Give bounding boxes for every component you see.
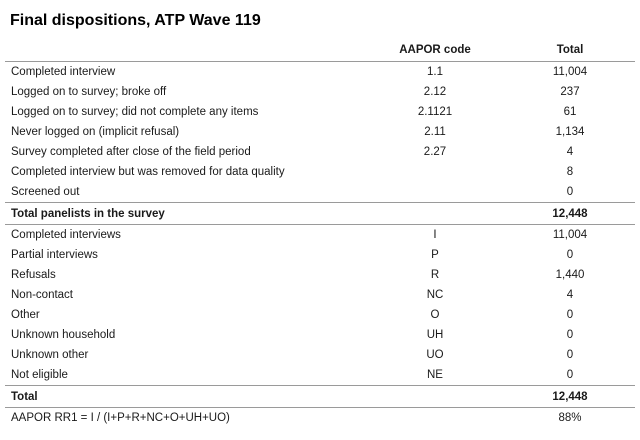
total-value: 12,448 <box>505 385 635 408</box>
response-rate-row: AAPOR RR1 = I / (I+P+R+NC+O+UH+UO) 88% <box>5 407 635 428</box>
row-total: 0 <box>566 349 574 361</box>
row-code: O <box>430 309 440 321</box>
table-row: Not eligible NE 0 <box>5 365 635 386</box>
total-row: Total 12,448 <box>5 385 635 408</box>
table-row: Non-contact NC 4 <box>5 285 635 305</box>
row-label: Refusals <box>11 269 56 281</box>
row-code: 2.27 <box>423 146 447 158</box>
subtotal-code <box>365 202 505 225</box>
row-label: Unknown household <box>11 329 116 341</box>
row-code: 1.1 <box>427 66 443 78</box>
table-row: Completed interviews I 11,004 <box>5 225 635 246</box>
row-code: 2.11 <box>424 126 446 138</box>
total-code <box>365 385 505 408</box>
table-row: Logged on to survey; broke off 2.12 237 <box>5 82 635 102</box>
row-total: 4 <box>566 289 574 301</box>
row-label: Non-contact <box>11 289 74 301</box>
table-row: Survey completed after close of the fiel… <box>5 142 635 162</box>
row-code: 2.1121 <box>417 106 453 118</box>
row-total: 1,134 <box>555 126 585 138</box>
row-total: 11,004 <box>552 66 588 78</box>
row-code: NE <box>427 369 443 381</box>
table-row: Partial interviews P 0 <box>5 245 635 265</box>
row-label: Unknown other <box>11 349 89 361</box>
row-total: 0 <box>566 369 574 381</box>
row-label: Completed interviews <box>11 229 121 241</box>
row-label: Completed interview but was removed for … <box>11 166 285 178</box>
table-row: Never logged on (implicit refusal) 2.11 … <box>5 122 635 142</box>
table-title: Final dispositions, ATP Wave 119 <box>10 12 261 29</box>
row-total: 8 <box>566 166 574 178</box>
row-label: Not eligible <box>11 369 68 381</box>
table-row: Unknown household UH 0 <box>5 325 635 345</box>
row-total: 0 <box>566 329 574 341</box>
table-row: Logged on to survey; did not complete an… <box>5 102 635 122</box>
row-code: NC <box>426 289 444 301</box>
table-header-row: AAPOR code Total <box>5 39 635 62</box>
row-total: 4 <box>566 146 574 158</box>
row-label: Screened out <box>11 186 80 198</box>
row-total: 1,440 <box>555 269 585 281</box>
label-column-header <box>5 39 365 62</box>
row-total: 0 <box>566 309 574 321</box>
row-label: Logged on to survey; broke off <box>11 86 167 98</box>
table-row: Refusals R 1,440 <box>5 265 635 285</box>
total-column-header: Total <box>505 39 635 62</box>
dispositions-table: AAPOR code Total Completed interview 1.1… <box>5 39 635 428</box>
table-row: Other O 0 <box>5 305 635 325</box>
row-label: Survey completed after close of the fiel… <box>11 146 251 158</box>
row-label: Partial interviews <box>11 249 98 261</box>
row-code: 2.12 <box>423 86 447 98</box>
row-total: 237 <box>560 86 580 98</box>
row-total: 0 <box>566 249 574 261</box>
table-row: Unknown other UO 0 <box>5 345 635 365</box>
response-rate-label: AAPOR RR1 = I / (I+P+R+NC+O+UH+UO) <box>5 407 365 428</box>
table-row: Completed interview but was removed for … <box>5 162 635 182</box>
row-code: R <box>430 269 440 281</box>
table-row: Completed interview 1.1 11,004 <box>5 62 635 83</box>
row-total: 11,004 <box>552 229 588 241</box>
response-rate-code <box>365 407 505 428</box>
row-label: Completed interview <box>11 66 116 78</box>
subtotal-value: 12,448 <box>505 202 635 225</box>
row-total: 0 <box>566 186 574 198</box>
row-total: 61 <box>563 106 577 118</box>
row-code <box>365 182 505 203</box>
subtotal-label: Total panelists in the survey <box>5 202 365 225</box>
total-label: Total <box>5 385 365 408</box>
row-label: Logged on to survey; did not complete an… <box>11 106 259 118</box>
row-code <box>365 162 505 182</box>
row-code: P <box>431 249 439 261</box>
row-label: Other <box>11 309 40 321</box>
row-code: UO <box>426 349 444 361</box>
row-label: Never logged on (implicit refusal) <box>11 126 180 138</box>
subtotal-row: Total panelists in the survey 12,448 <box>5 202 635 225</box>
row-code: UH <box>426 329 444 341</box>
row-code: I <box>433 229 437 241</box>
response-rate-value: 88% <box>505 407 635 428</box>
aapor-code-column-header: AAPOR code <box>365 39 505 62</box>
table-row: Screened out 0 <box>5 182 635 203</box>
